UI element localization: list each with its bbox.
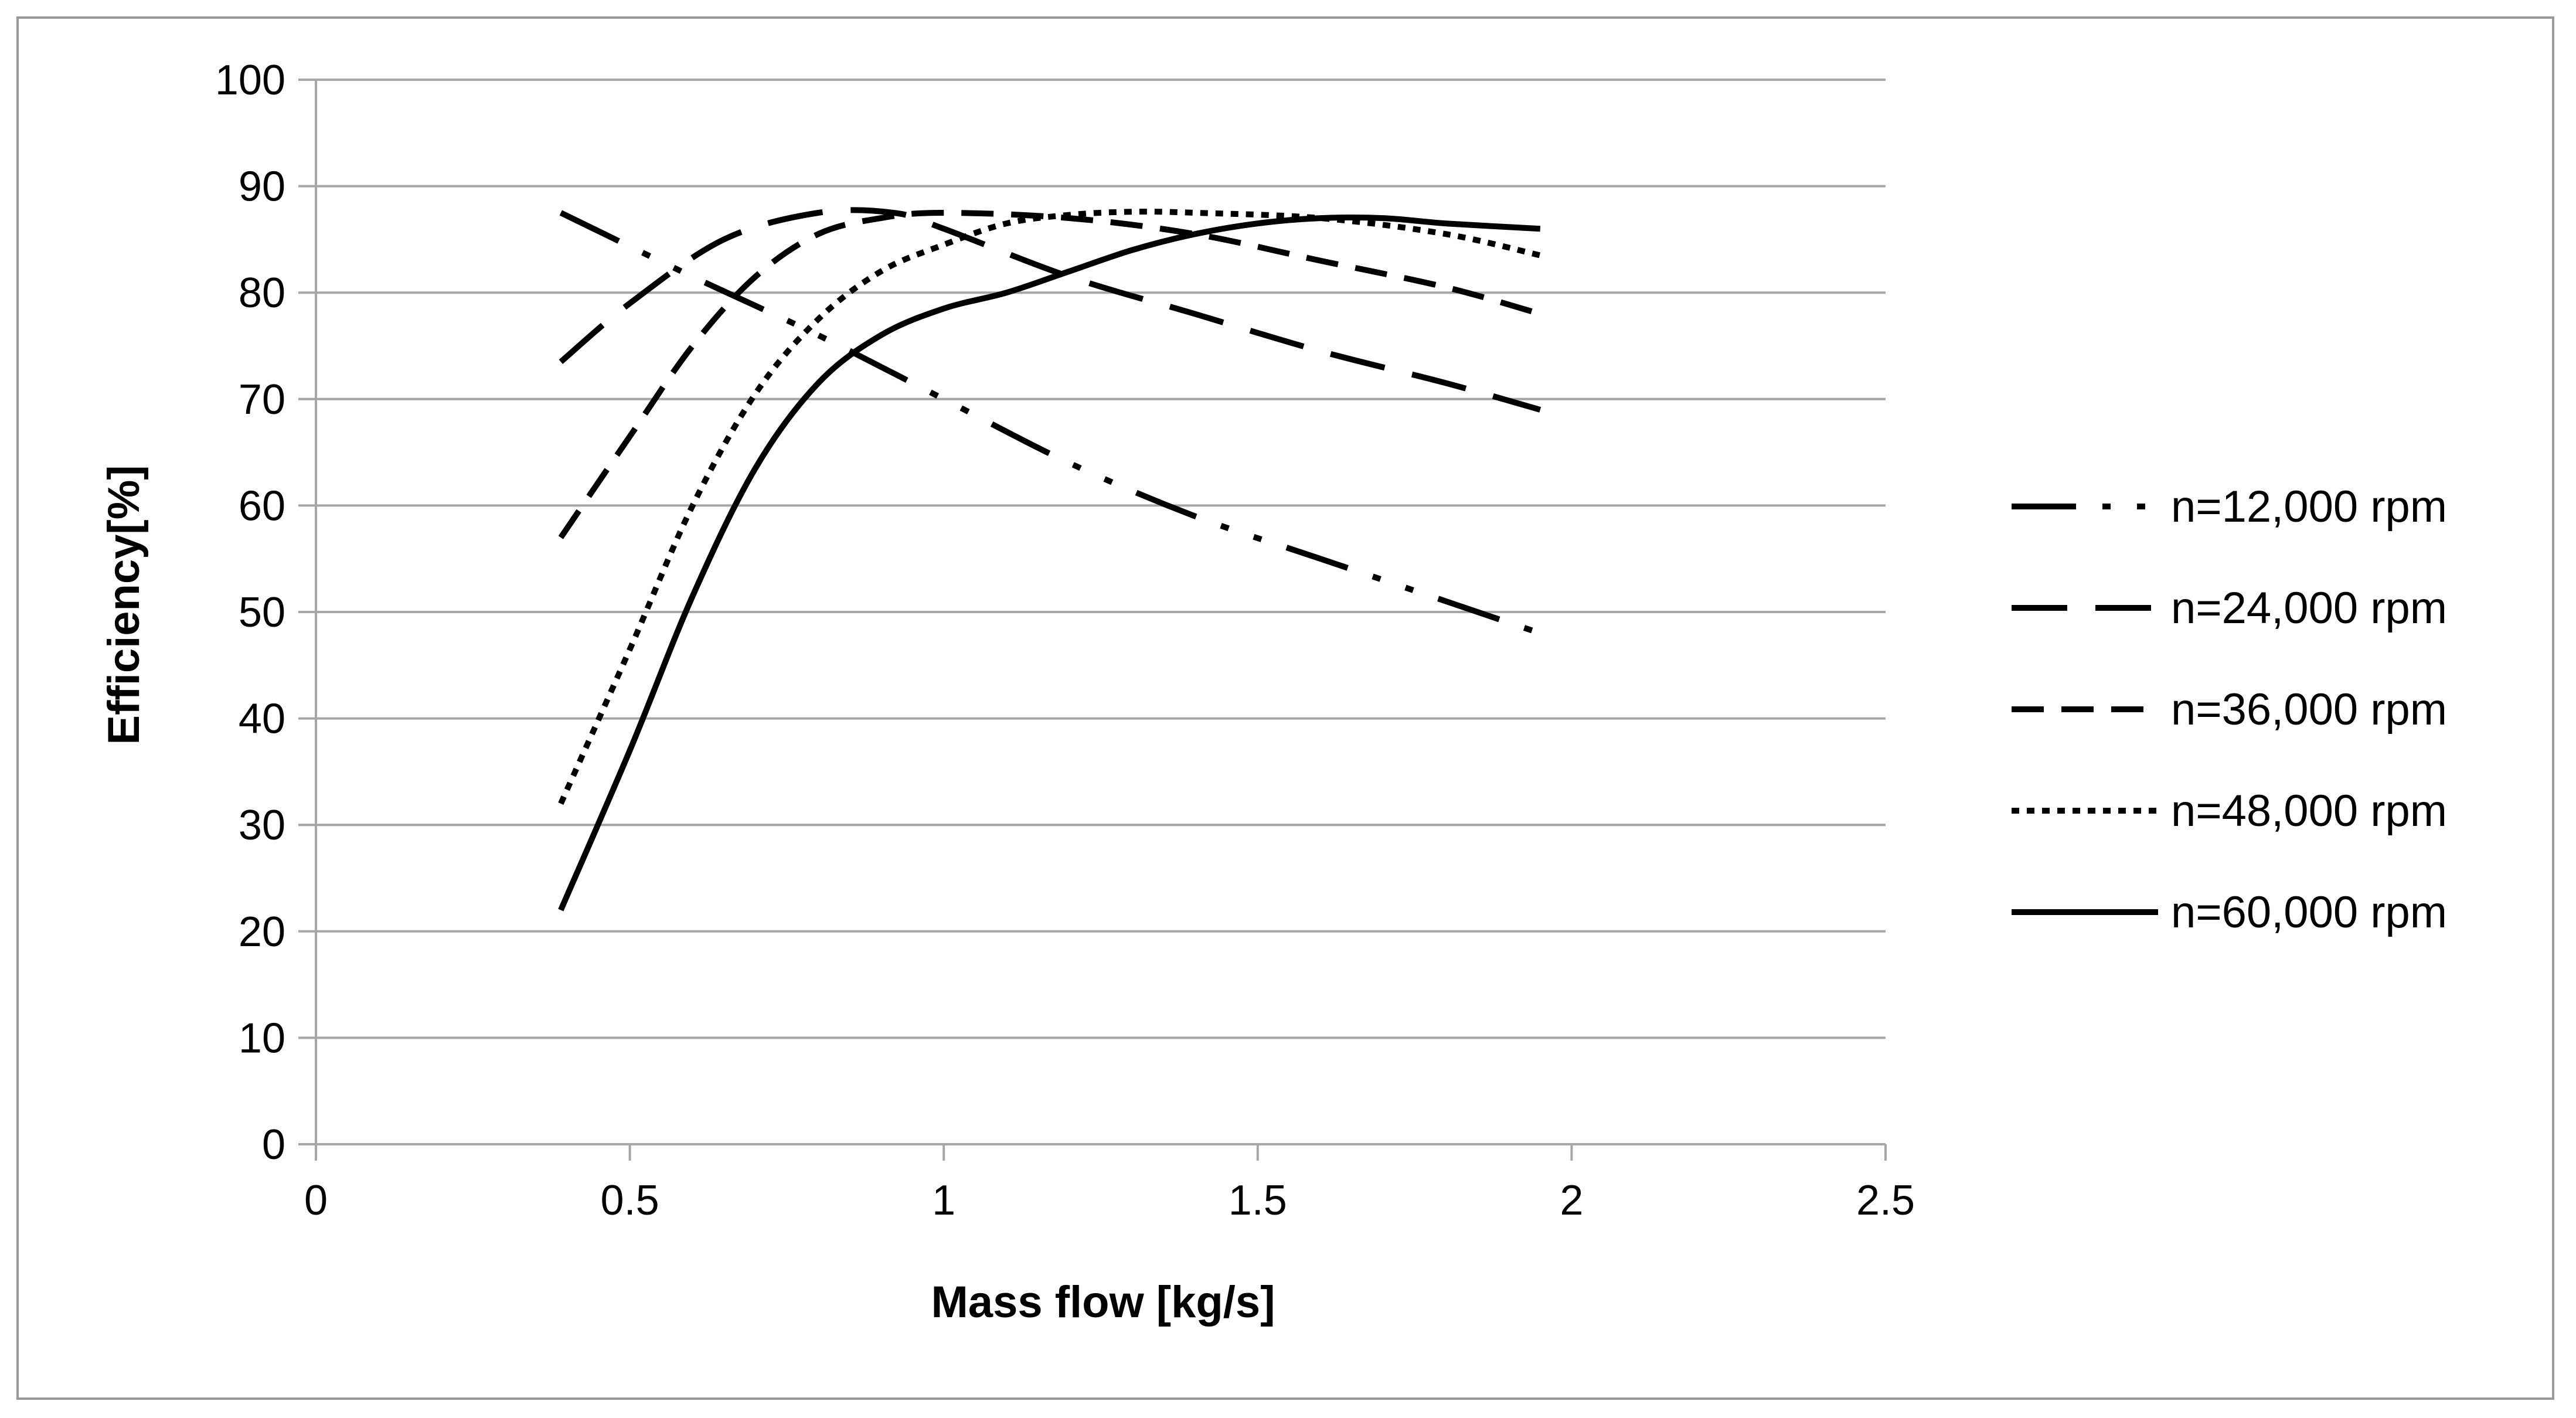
x-axis-title: Mass flow [kg/s] — [931, 1277, 1275, 1327]
x-tick-label: 0.5 — [601, 1177, 659, 1224]
tick-labels: 0 10 20 30 40 50 60 70 80 90 100 0 0.5 1 1.5 2 2.5 — [215, 57, 1915, 1224]
legend-label-4: n=48,000 rpm — [2171, 786, 2447, 836]
x-tick-label: 1 — [932, 1177, 955, 1224]
series-lines — [558, 207, 1541, 912]
y-tick-label: 10 — [239, 1015, 285, 1062]
legend-label-2: n=24,000 rpm — [2171, 583, 2447, 633]
gridlines — [298, 79, 1886, 1145]
legend-label-5: n=60,000 rpm — [2171, 887, 2447, 937]
series-line-1 — [559, 210, 1541, 637]
x-tick-label: 2 — [1560, 1177, 1583, 1224]
legend: n=12,000 rpm n=24,000 rpm n=36,000 rpm n=48… — [2012, 482, 2447, 937]
y-axis-title: Efficiency[%] — [99, 465, 149, 744]
y-tick-label: 100 — [215, 57, 285, 104]
x-tick-label: 0 — [304, 1177, 328, 1224]
series-line-5 — [558, 214, 1541, 912]
y-tick-label: 0 — [262, 1121, 285, 1168]
x-tick-label: 1.5 — [1229, 1177, 1287, 1224]
y-tick-label: 80 — [239, 270, 285, 317]
y-tick-label: 70 — [239, 376, 285, 423]
y-tick-label: 90 — [239, 164, 285, 210]
y-tick-label: 20 — [239, 909, 285, 955]
axes — [315, 80, 1887, 1161]
series-line-2 — [559, 207, 1541, 413]
x-tick-label: 2.5 — [1856, 1177, 1915, 1224]
y-tick-label: 30 — [239, 802, 285, 849]
chart-frame: 0 10 20 30 40 50 60 70 80 90 100 0 0.5 1 1.5 2 2.5 Mass … — [16, 16, 2554, 1400]
y-tick-label: 60 — [239, 482, 285, 529]
series-line-3 — [558, 210, 1541, 539]
y-tick-label: 50 — [239, 589, 285, 636]
legend-label-3: n=36,000 rpm — [2171, 685, 2447, 734]
line-chart: 0 10 20 30 40 50 60 70 80 90 100 0 0.5 1 1.5 2 2.5 Mass … — [99, 57, 2447, 1327]
legend-label-1: n=12,000 rpm — [2171, 482, 2447, 532]
series-line-4 — [558, 208, 1541, 805]
y-tick-label: 40 — [239, 696, 285, 743]
